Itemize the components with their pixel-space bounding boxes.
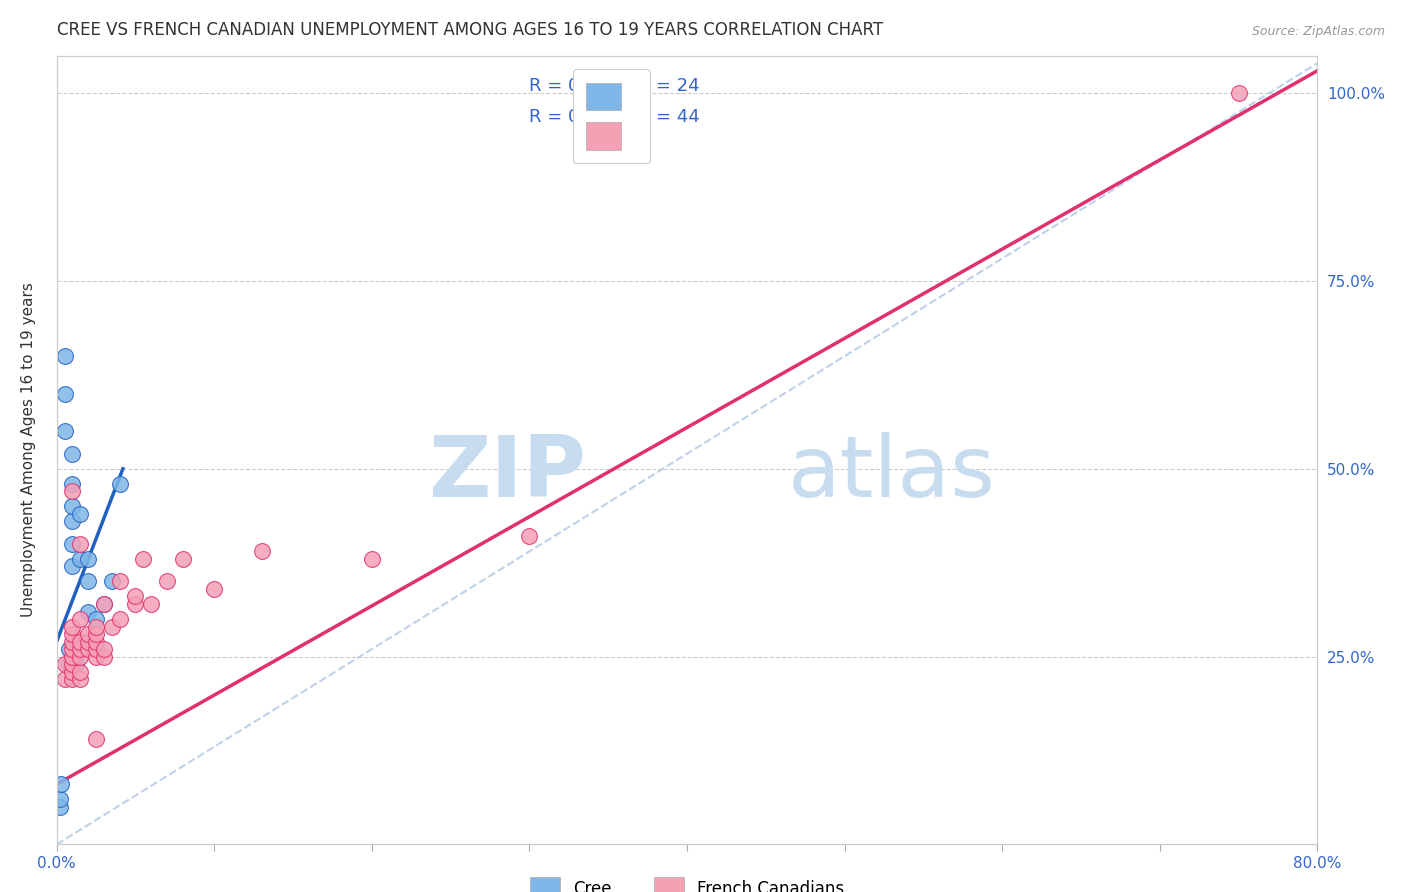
Point	[156, 574, 179, 589]
Point	[84, 612, 107, 626]
Point	[58, 642, 80, 657]
Point	[84, 649, 107, 664]
Point	[84, 732, 107, 747]
Point	[69, 552, 91, 566]
Point	[93, 597, 115, 611]
Point	[77, 627, 100, 641]
Point	[53, 349, 76, 363]
Point	[108, 476, 131, 491]
Point	[84, 619, 107, 633]
Point	[93, 642, 115, 657]
Point	[53, 657, 76, 671]
Point	[77, 642, 100, 657]
Text: R = 0.794   N = 44: R = 0.794 N = 44	[530, 108, 700, 126]
Point	[62, 619, 84, 633]
Point	[69, 634, 91, 648]
Point	[84, 634, 107, 648]
Point	[108, 574, 131, 589]
Point	[62, 476, 84, 491]
Point	[101, 574, 124, 589]
Point	[62, 627, 84, 641]
Point	[172, 552, 194, 566]
Point	[53, 424, 76, 438]
Point	[1227, 87, 1250, 101]
Point	[62, 484, 84, 499]
Point	[62, 649, 84, 664]
Point	[84, 627, 107, 641]
Point	[69, 649, 91, 664]
Point	[69, 507, 91, 521]
Point	[58, 657, 80, 671]
Text: Source: ZipAtlas.com: Source: ZipAtlas.com	[1251, 25, 1385, 38]
Point	[53, 672, 76, 686]
Text: R = 0.287   N = 24: R = 0.287 N = 24	[530, 77, 700, 95]
Point	[62, 642, 84, 657]
Point	[62, 500, 84, 514]
Point	[132, 552, 155, 566]
Point	[62, 665, 84, 679]
Point	[124, 597, 146, 611]
Point	[69, 612, 91, 626]
Point	[62, 634, 84, 648]
Point	[62, 657, 84, 671]
Point	[65, 657, 87, 671]
Point	[62, 537, 84, 551]
Point	[101, 619, 124, 633]
Point	[360, 552, 382, 566]
Point	[77, 634, 100, 648]
Point	[84, 642, 107, 657]
Point	[77, 605, 100, 619]
Y-axis label: Unemployment Among Ages 16 to 19 years: Unemployment Among Ages 16 to 19 years	[21, 283, 35, 617]
Point	[62, 672, 84, 686]
Point	[108, 612, 131, 626]
Point	[250, 544, 273, 558]
Point	[77, 574, 100, 589]
Point	[62, 559, 84, 574]
Point	[69, 642, 91, 657]
Point	[141, 597, 163, 611]
Point	[53, 386, 76, 401]
Point	[49, 799, 72, 814]
Point	[62, 447, 84, 461]
Text: atlas: atlas	[787, 433, 995, 516]
Point	[93, 649, 115, 664]
Point	[69, 665, 91, 679]
Point	[124, 590, 146, 604]
Point	[77, 552, 100, 566]
Point	[202, 582, 225, 596]
Text: CREE VS FRENCH CANADIAN UNEMPLOYMENT AMONG AGES 16 TO 19 YEARS CORRELATION CHART: CREE VS FRENCH CANADIAN UNEMPLOYMENT AMO…	[56, 21, 883, 39]
Point	[519, 529, 541, 543]
Point	[49, 792, 72, 806]
Point	[69, 537, 91, 551]
Point	[93, 597, 115, 611]
Legend: , : ,	[572, 70, 651, 163]
Text: ZIP: ZIP	[429, 433, 586, 516]
Point	[69, 672, 91, 686]
Point	[62, 514, 84, 528]
Point	[51, 777, 73, 791]
